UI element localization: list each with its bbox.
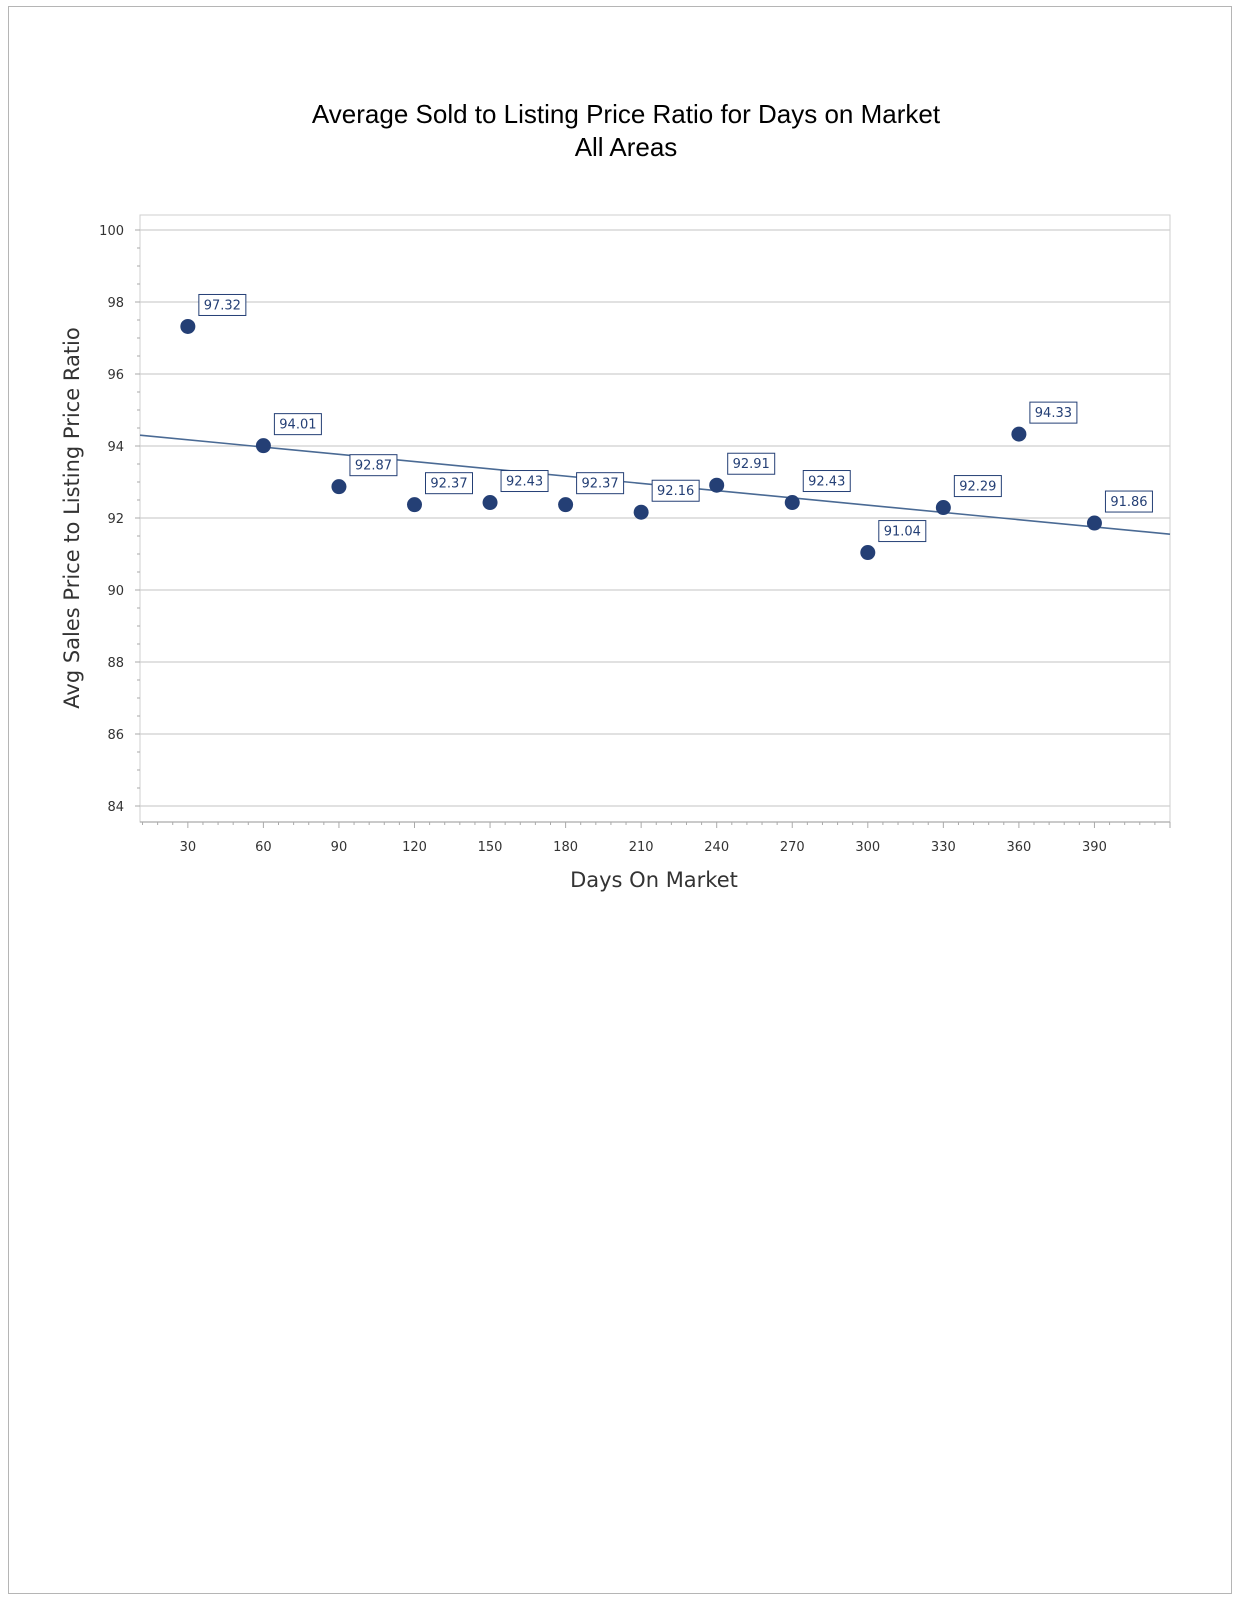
data-point: [331, 479, 347, 495]
data-point: [406, 497, 422, 513]
x-tick-label: 210: [629, 840, 654, 855]
y-tick-label: 88: [107, 656, 124, 671]
x-tick-label: 60: [255, 840, 272, 855]
data-point: [180, 318, 196, 334]
data-label-box: [878, 520, 927, 543]
data-label-text: 97.32: [204, 298, 241, 313]
data-label-text: 91.04: [884, 525, 921, 540]
data-label-text: 91.86: [1110, 495, 1147, 510]
chart-title-block: Average Sold to Listing Price Ratio for …: [0, 98, 1240, 164]
data-label-box: [576, 472, 625, 495]
data-label-text: 92.29: [959, 480, 996, 495]
data-label: 92.16: [651, 479, 700, 502]
data-label: 92.37: [424, 472, 473, 495]
x-tick-label: 300: [855, 840, 880, 855]
x-axis-title: Days On Market: [570, 868, 738, 892]
data-label-text: 94.33: [1035, 406, 1072, 421]
data-label-box: [802, 470, 851, 493]
data-label-box: [424, 472, 473, 495]
x-tick-label: 390: [1082, 840, 1107, 855]
data-point: [935, 500, 951, 516]
y-tick-label: 100: [99, 224, 124, 239]
data-label: 91.86: [1104, 490, 1153, 513]
y-tick-label: 94: [107, 440, 124, 455]
x-tick-label: 90: [331, 840, 348, 855]
data-label: 92.29: [953, 475, 1002, 498]
data-labels: 97.32 94.01 92.87 92.37 92.43 92.37 92.16 92.91…: [198, 293, 1153, 543]
axes: [135, 229, 1171, 828]
data-label-box: [198, 293, 247, 316]
data-label-box: [273, 413, 322, 436]
data-label: 92.43: [802, 470, 851, 493]
data-point: [633, 504, 649, 520]
data-label-box: [500, 470, 549, 493]
x-tick-label: 330: [931, 840, 956, 855]
data-label-text: 92.87: [355, 459, 392, 474]
data-label: 97.32: [198, 293, 247, 316]
data-point: [558, 497, 574, 513]
report-page: [8, 6, 1232, 1594]
data-label-box: [651, 479, 700, 502]
y-tick-label: 96: [107, 368, 124, 383]
x-tick-label: 270: [780, 840, 805, 855]
data-point: [1086, 515, 1102, 531]
data-label: 91.04: [878, 520, 927, 543]
chart-title: Average Sold to Listing Price Ratio for …: [311, 99, 941, 129]
data-label-text: 92.43: [506, 475, 543, 490]
y-tick-label: 86: [107, 728, 124, 743]
y-tick-label: 98: [107, 296, 124, 311]
x-tick-label: 150: [478, 840, 503, 855]
data-point: [709, 477, 725, 493]
data-label-text: 92.37: [581, 477, 618, 492]
data-point: [482, 495, 498, 511]
y-tick-label: 84: [107, 800, 124, 815]
data-label: 92.37: [576, 472, 625, 495]
data-points: [180, 318, 1102, 561]
data-label-text: 92.91: [733, 457, 770, 472]
tick-labels: 84 86 88 90 92 94 96 98 100 30 60 90 120 150 180 210 240…: [99, 224, 1107, 855]
x-tick-label: 360: [1006, 840, 1031, 855]
chart-subtitle: All Areas: [574, 132, 678, 162]
data-label: 92.43: [500, 470, 549, 493]
data-label: 92.87: [349, 454, 398, 477]
data-label-box: [349, 454, 398, 477]
data-point: [784, 495, 800, 511]
y-axis-title: Avg Sales Price to Listing Price Ratio: [60, 327, 84, 708]
data-label: 94.01: [273, 413, 322, 436]
data-label-text: 94.01: [279, 418, 316, 433]
data-label: 92.91: [727, 452, 776, 475]
x-tick-label: 240: [704, 840, 729, 855]
y-tick-label: 92: [107, 512, 124, 527]
data-label: 94.33: [1029, 401, 1078, 424]
x-tick-label: 120: [402, 840, 427, 855]
data-point: [860, 545, 876, 561]
data-label-box: [1104, 490, 1153, 513]
x-tick-label: 30: [180, 840, 197, 855]
gridlines: [140, 229, 1170, 807]
data-label-box: [727, 452, 776, 475]
x-tick-label: 180: [553, 840, 578, 855]
data-label-text: 92.43: [808, 475, 845, 490]
y-tick-label: 90: [107, 584, 124, 599]
data-point: [1011, 426, 1027, 442]
data-label-box: [1029, 401, 1078, 424]
data-point: [255, 438, 271, 454]
data-label-text: 92.37: [430, 477, 467, 492]
data-label-box: [953, 475, 1002, 498]
data-label-text: 92.16: [657, 484, 694, 499]
